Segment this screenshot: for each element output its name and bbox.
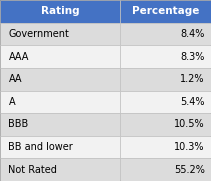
- Bar: [0, 136, 120, 158]
- Bar: [120, 45, 211, 68]
- Text: Rating: Rating: [41, 6, 80, 16]
- Text: AA: AA: [8, 74, 22, 84]
- Bar: [120, 68, 211, 90]
- Text: A: A: [8, 97, 15, 107]
- Text: Percentage: Percentage: [132, 6, 199, 16]
- Text: BB and lower: BB and lower: [8, 142, 73, 152]
- Bar: [0, 23, 120, 45]
- Text: 1.2%: 1.2%: [180, 74, 205, 84]
- Text: 8.3%: 8.3%: [180, 52, 205, 62]
- Bar: [0, 68, 120, 90]
- Bar: [120, 90, 211, 113]
- Bar: [120, 158, 211, 181]
- Bar: [0, 45, 120, 68]
- Text: 8.4%: 8.4%: [180, 29, 205, 39]
- Text: BBB: BBB: [8, 119, 29, 129]
- Bar: [0, 0, 120, 23]
- Bar: [120, 23, 211, 45]
- Bar: [0, 113, 120, 136]
- Bar: [0, 90, 120, 113]
- Bar: [0, 158, 120, 181]
- Text: Not Rated: Not Rated: [8, 165, 57, 175]
- Bar: [120, 113, 211, 136]
- Bar: [120, 136, 211, 158]
- Text: Government: Government: [8, 29, 69, 39]
- Text: 10.5%: 10.5%: [174, 119, 205, 129]
- Text: AAA: AAA: [8, 52, 29, 62]
- Text: 10.3%: 10.3%: [174, 142, 205, 152]
- Text: 55.2%: 55.2%: [174, 165, 205, 175]
- Bar: [120, 0, 211, 23]
- Text: 5.4%: 5.4%: [180, 97, 205, 107]
